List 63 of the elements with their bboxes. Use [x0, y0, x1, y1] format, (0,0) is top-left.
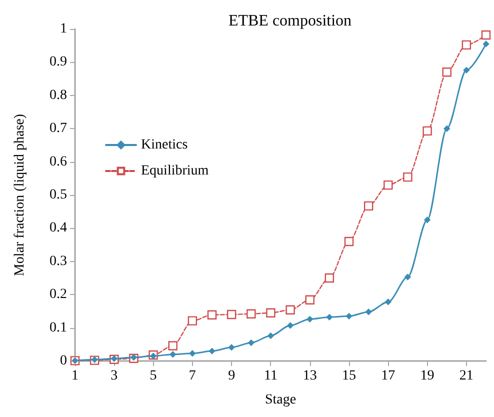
point: [481, 30, 491, 40]
point: [444, 126, 450, 132]
x-tick-label: 9: [228, 368, 236, 384]
point: [287, 322, 294, 329]
point: [384, 180, 393, 190]
legend-label: Kinetics: [141, 138, 188, 152]
x-tick-label: 3: [110, 368, 118, 384]
x-tick-label: 13: [302, 368, 317, 384]
point: [404, 274, 411, 280]
x-tick-label: 5: [150, 368, 157, 384]
point: [268, 332, 274, 339]
point: [346, 313, 352, 320]
y-tick-label: 0.2: [50, 287, 67, 302]
x-tick-label: 21: [459, 368, 474, 384]
point: [385, 298, 392, 306]
point: [364, 201, 374, 211]
point: [266, 308, 276, 318]
point: [424, 216, 430, 223]
y-tick-label: 0.6: [50, 154, 67, 170]
y-tick-label: 0.9: [50, 54, 67, 70]
point: [189, 350, 196, 356]
x-tick-label: 15: [342, 368, 356, 384]
point: [286, 305, 295, 314]
y-tick-label: 1: [60, 22, 67, 36]
y-tick-label: 0.8: [50, 88, 67, 103]
point: [228, 344, 235, 350]
point: [463, 67, 470, 74]
x-tick-label: 1: [72, 368, 78, 384]
point: [207, 310, 217, 320]
point: [365, 308, 372, 315]
point: [482, 40, 490, 48]
point: [306, 316, 313, 322]
point: [403, 172, 412, 182]
x-tick-label: 19: [420, 368, 434, 384]
point: [208, 348, 216, 354]
x-tick-label: 17: [381, 368, 396, 384]
y-tick-label: 0.1: [50, 320, 67, 336]
point: [168, 341, 178, 350]
point: [246, 309, 256, 318]
x-axis-title: Stage: [264, 392, 296, 408]
x-tick-label: 11: [264, 368, 278, 384]
point: [344, 236, 354, 246]
point: [326, 314, 333, 320]
x-tick-label: 7: [188, 368, 196, 384]
y-tick-label: 0.7: [50, 121, 67, 136]
point: [442, 68, 452, 77]
y-axis-title: Molar fraction (liquid phase): [12, 114, 28, 276]
y-tick-label: 0.4: [50, 220, 67, 236]
point: [188, 316, 198, 326]
y-tick-label: 0: [60, 354, 67, 368]
chart-title: ETBE composition: [228, 12, 352, 30]
point: [305, 295, 314, 305]
point: [462, 40, 472, 50]
legend-label: Equilibrium: [141, 164, 209, 178]
point: [226, 310, 236, 320]
point: [150, 352, 156, 360]
point: [422, 126, 432, 136]
y-tick-label: 0.3: [50, 254, 67, 269]
point: [130, 354, 137, 360]
point: [248, 340, 254, 346]
y-tick-label: 0.5: [50, 188, 67, 202]
point: [324, 273, 334, 283]
point: [170, 351, 176, 358]
